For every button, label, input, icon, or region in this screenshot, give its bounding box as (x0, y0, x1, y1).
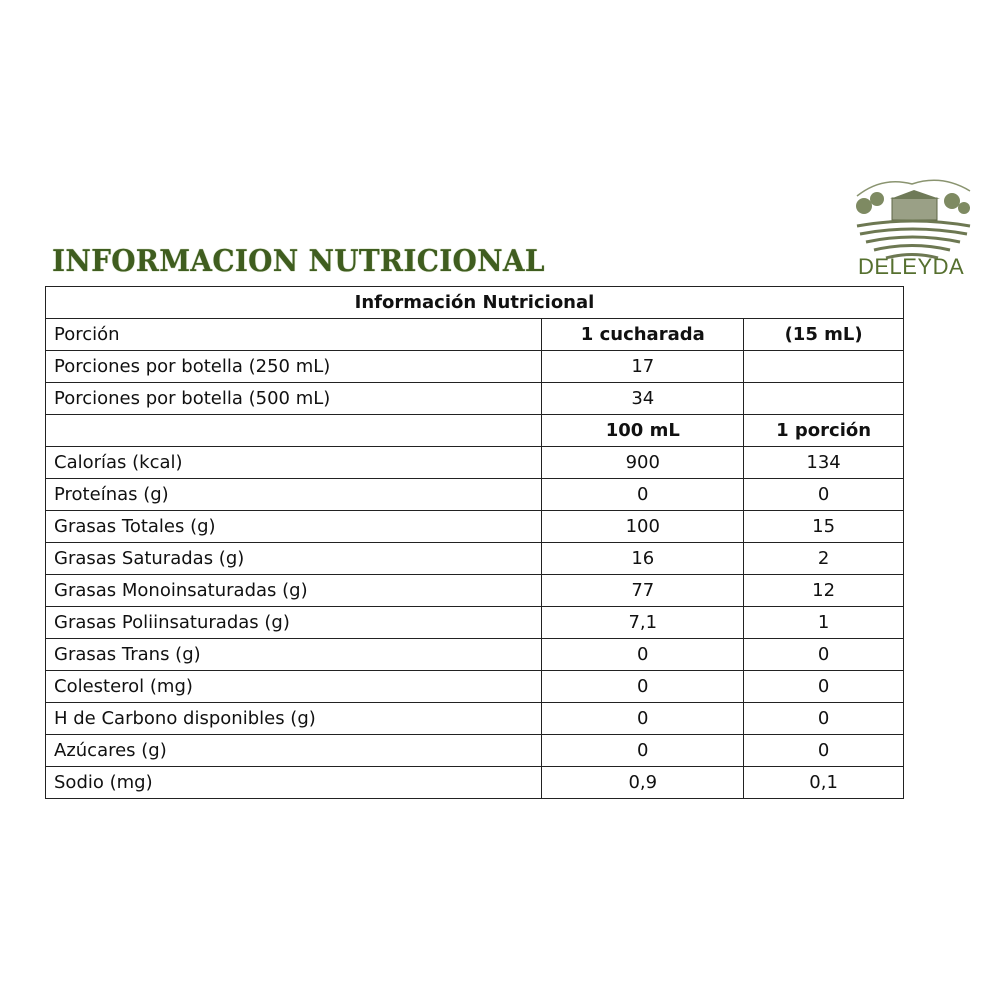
per-portion-value: 0 (743, 670, 904, 703)
empty-cell (743, 382, 904, 415)
row-label: Grasas Poliinsaturadas (g) (44, 606, 543, 639)
per-portion-value: 0 (743, 702, 904, 735)
per-100ml-value: 100 (541, 510, 745, 543)
table-row: Grasas Saturadas (g) 16 2 (44, 542, 904, 575)
table-row: Calorías (kcal) 900 134 (44, 446, 904, 479)
row-label: Grasas Totales (g) (44, 510, 543, 543)
row-label: Porciones por botella (500 mL) (44, 382, 543, 415)
per-100ml-value: 77 (541, 574, 745, 607)
row-value: 17 (541, 350, 745, 383)
per-portion-value: 0 (743, 734, 904, 767)
table-row: Proteínas (g) 0 0 (44, 478, 904, 511)
per-portion-value: 15 (743, 510, 904, 543)
nutrition-table: Información Nutricional Porción 1 cuchar… (44, 286, 904, 799)
per-portion-value: 134 (743, 446, 904, 479)
brand-logo-text: DELEYDA (858, 254, 965, 279)
per-portion-value: 2 (743, 542, 904, 575)
table-caption: Información Nutricional (45, 286, 904, 319)
per-100ml-value: 7,1 (541, 606, 745, 639)
table-caption-row: Información Nutricional (45, 286, 904, 319)
per-100ml-value: 0 (541, 478, 745, 511)
table-row: Grasas Trans (g) 0 0 (44, 638, 904, 671)
per-portion-value: 1 (743, 606, 904, 639)
table-row: Grasas Totales (g) 100 15 (44, 510, 904, 543)
per-100ml-value: 900 (541, 446, 745, 479)
empty-cell (44, 414, 543, 447)
per-portion-value: 0 (743, 478, 904, 511)
table-row: Sodio (mg) 0,9 0,1 (44, 766, 904, 799)
row-label: Proteínas (g) (44, 478, 543, 511)
table-row: Porciones por botella (500 mL) 34 (44, 382, 904, 415)
row-label: H de Carbono disponibles (g) (44, 702, 543, 735)
serving-amount: 1 cucharada (541, 318, 745, 351)
per-100ml-value: 0 (541, 670, 745, 703)
per-100ml-value: 0,9 (541, 766, 745, 799)
row-label: Grasas Monoinsaturadas (g) (44, 574, 543, 607)
per-portion-value: 12 (743, 574, 904, 607)
row-label: Sodio (mg) (44, 766, 543, 799)
per-portion-value: 0,1 (743, 766, 904, 799)
row-value: 34 (541, 382, 745, 415)
table-row: Colesterol (mg) 0 0 (44, 670, 904, 703)
row-label: Colesterol (mg) (44, 670, 543, 703)
per-100ml-value: 0 (541, 702, 745, 735)
row-label: Azúcares (g) (44, 734, 543, 767)
row-label: Grasas Saturadas (g) (44, 542, 543, 575)
serving-volume: (15 mL) (743, 318, 904, 351)
column-header-row: 100 mL 1 porción (44, 414, 904, 447)
table-row: Grasas Monoinsaturadas (g) 77 12 (44, 574, 904, 607)
table-row: Grasas Poliinsaturadas (g) 7,1 1 (44, 606, 904, 639)
empty-cell (743, 350, 904, 383)
column-header-100ml: 100 mL (541, 414, 745, 447)
per-100ml-value: 0 (541, 734, 745, 767)
row-label: Porciones por botella (250 mL) (44, 350, 543, 383)
table-row: Porción 1 cucharada (15 mL) (44, 318, 904, 351)
table-row: H de Carbono disponibles (g) 0 0 (44, 702, 904, 735)
per-portion-value: 0 (743, 638, 904, 671)
row-label: Calorías (kcal) (44, 446, 543, 479)
page-title: INFORMACION NUTRICIONAL (52, 244, 545, 279)
row-label: Grasas Trans (g) (44, 638, 543, 671)
vineyard-logo-illustration (856, 179, 971, 260)
column-header-portion: 1 porción (743, 414, 904, 447)
per-100ml-value: 0 (541, 638, 745, 671)
table-row: Porciones por botella (250 mL) 17 (44, 350, 904, 383)
table-row: Azúcares (g) 0 0 (44, 734, 904, 767)
serving-label: Porción (44, 318, 543, 351)
per-100ml-value: 16 (541, 542, 745, 575)
